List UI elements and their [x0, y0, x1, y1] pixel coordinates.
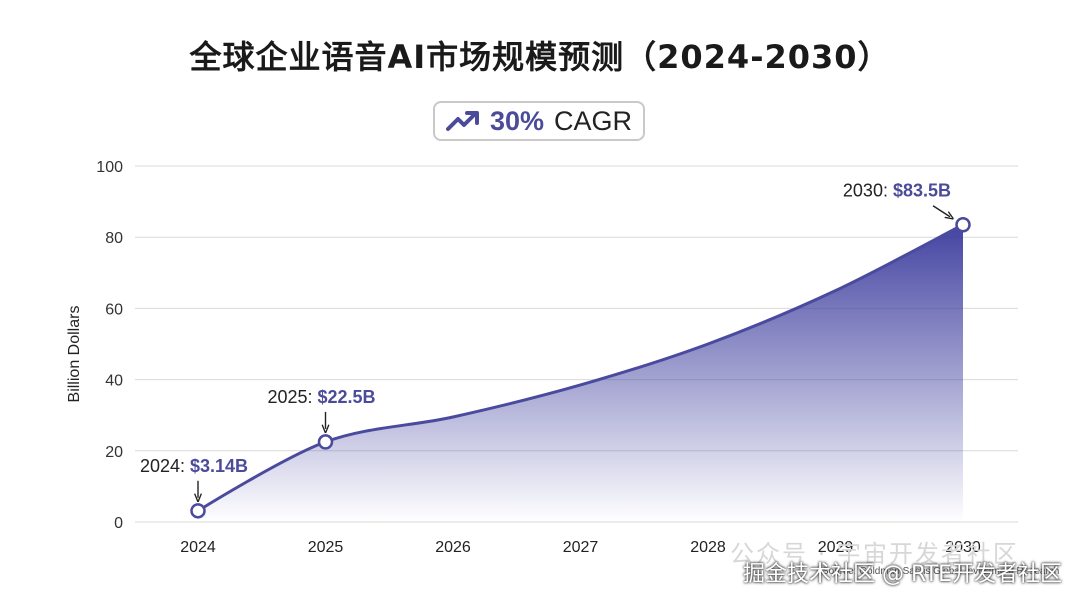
- data-point-marker: [955, 216, 971, 233]
- area-fill: [198, 224, 963, 523]
- annotation-arrow: [932, 205, 950, 217]
- cagr-value: 30%: [489, 105, 545, 136]
- data-point-marker: [317, 434, 334, 450]
- y-tick-label: 60: [105, 301, 123, 318]
- wechat-watermark: 公众号 · 宇宙开发者社区: [730, 540, 1019, 568]
- trend-up-icon: [445, 111, 479, 131]
- annotation-prefix: 2025:: [267, 387, 317, 407]
- y-tick-label: 100: [96, 159, 123, 176]
- annotation-value: $83.5B: [893, 181, 951, 201]
- x-tick-label: 2026: [435, 539, 471, 556]
- chart-title: 全球企业语音AI市场规模预测（2024-2030）: [189, 38, 891, 76]
- annotation-2030: 2030: $83.5B: [843, 181, 951, 201]
- x-tick-label: 2024: [180, 539, 216, 556]
- data-point-marker: [190, 503, 206, 519]
- y-tick-label: 0: [114, 515, 123, 532]
- juejin-watermark: 掘金技术社区 @ RTE开发者社区: [742, 562, 1062, 587]
- cagr-label: CAGR: [554, 105, 633, 136]
- y-tick-label: 40: [105, 373, 123, 390]
- annotation-2024: 2024: $3.14B: [140, 456, 248, 476]
- source-note: Source: Goldman Sachs Global Investment …: [822, 566, 1060, 577]
- x-tick-label: 2025: [308, 539, 344, 556]
- annotation-2025: 2025: $22.5B: [267, 387, 375, 407]
- y-axis-label: Billion Dollars: [66, 306, 83, 403]
- annotation-prefix: 2030:: [843, 181, 893, 201]
- cagr-badge: 30% CAGR: [433, 101, 645, 141]
- annotation-value: $3.14B: [190, 456, 248, 476]
- y-tick-label: 20: [105, 444, 123, 461]
- annotation-prefix: 2024:: [140, 456, 190, 476]
- y-tick-label: 80: [105, 230, 123, 247]
- x-tick-label: 2027: [563, 539, 599, 556]
- annotation-value: $22.5B: [318, 387, 376, 407]
- x-tick-label: 2030: [945, 539, 981, 556]
- x-tick-label: 2029: [818, 539, 854, 556]
- x-tick-label: 2028: [690, 539, 726, 556]
